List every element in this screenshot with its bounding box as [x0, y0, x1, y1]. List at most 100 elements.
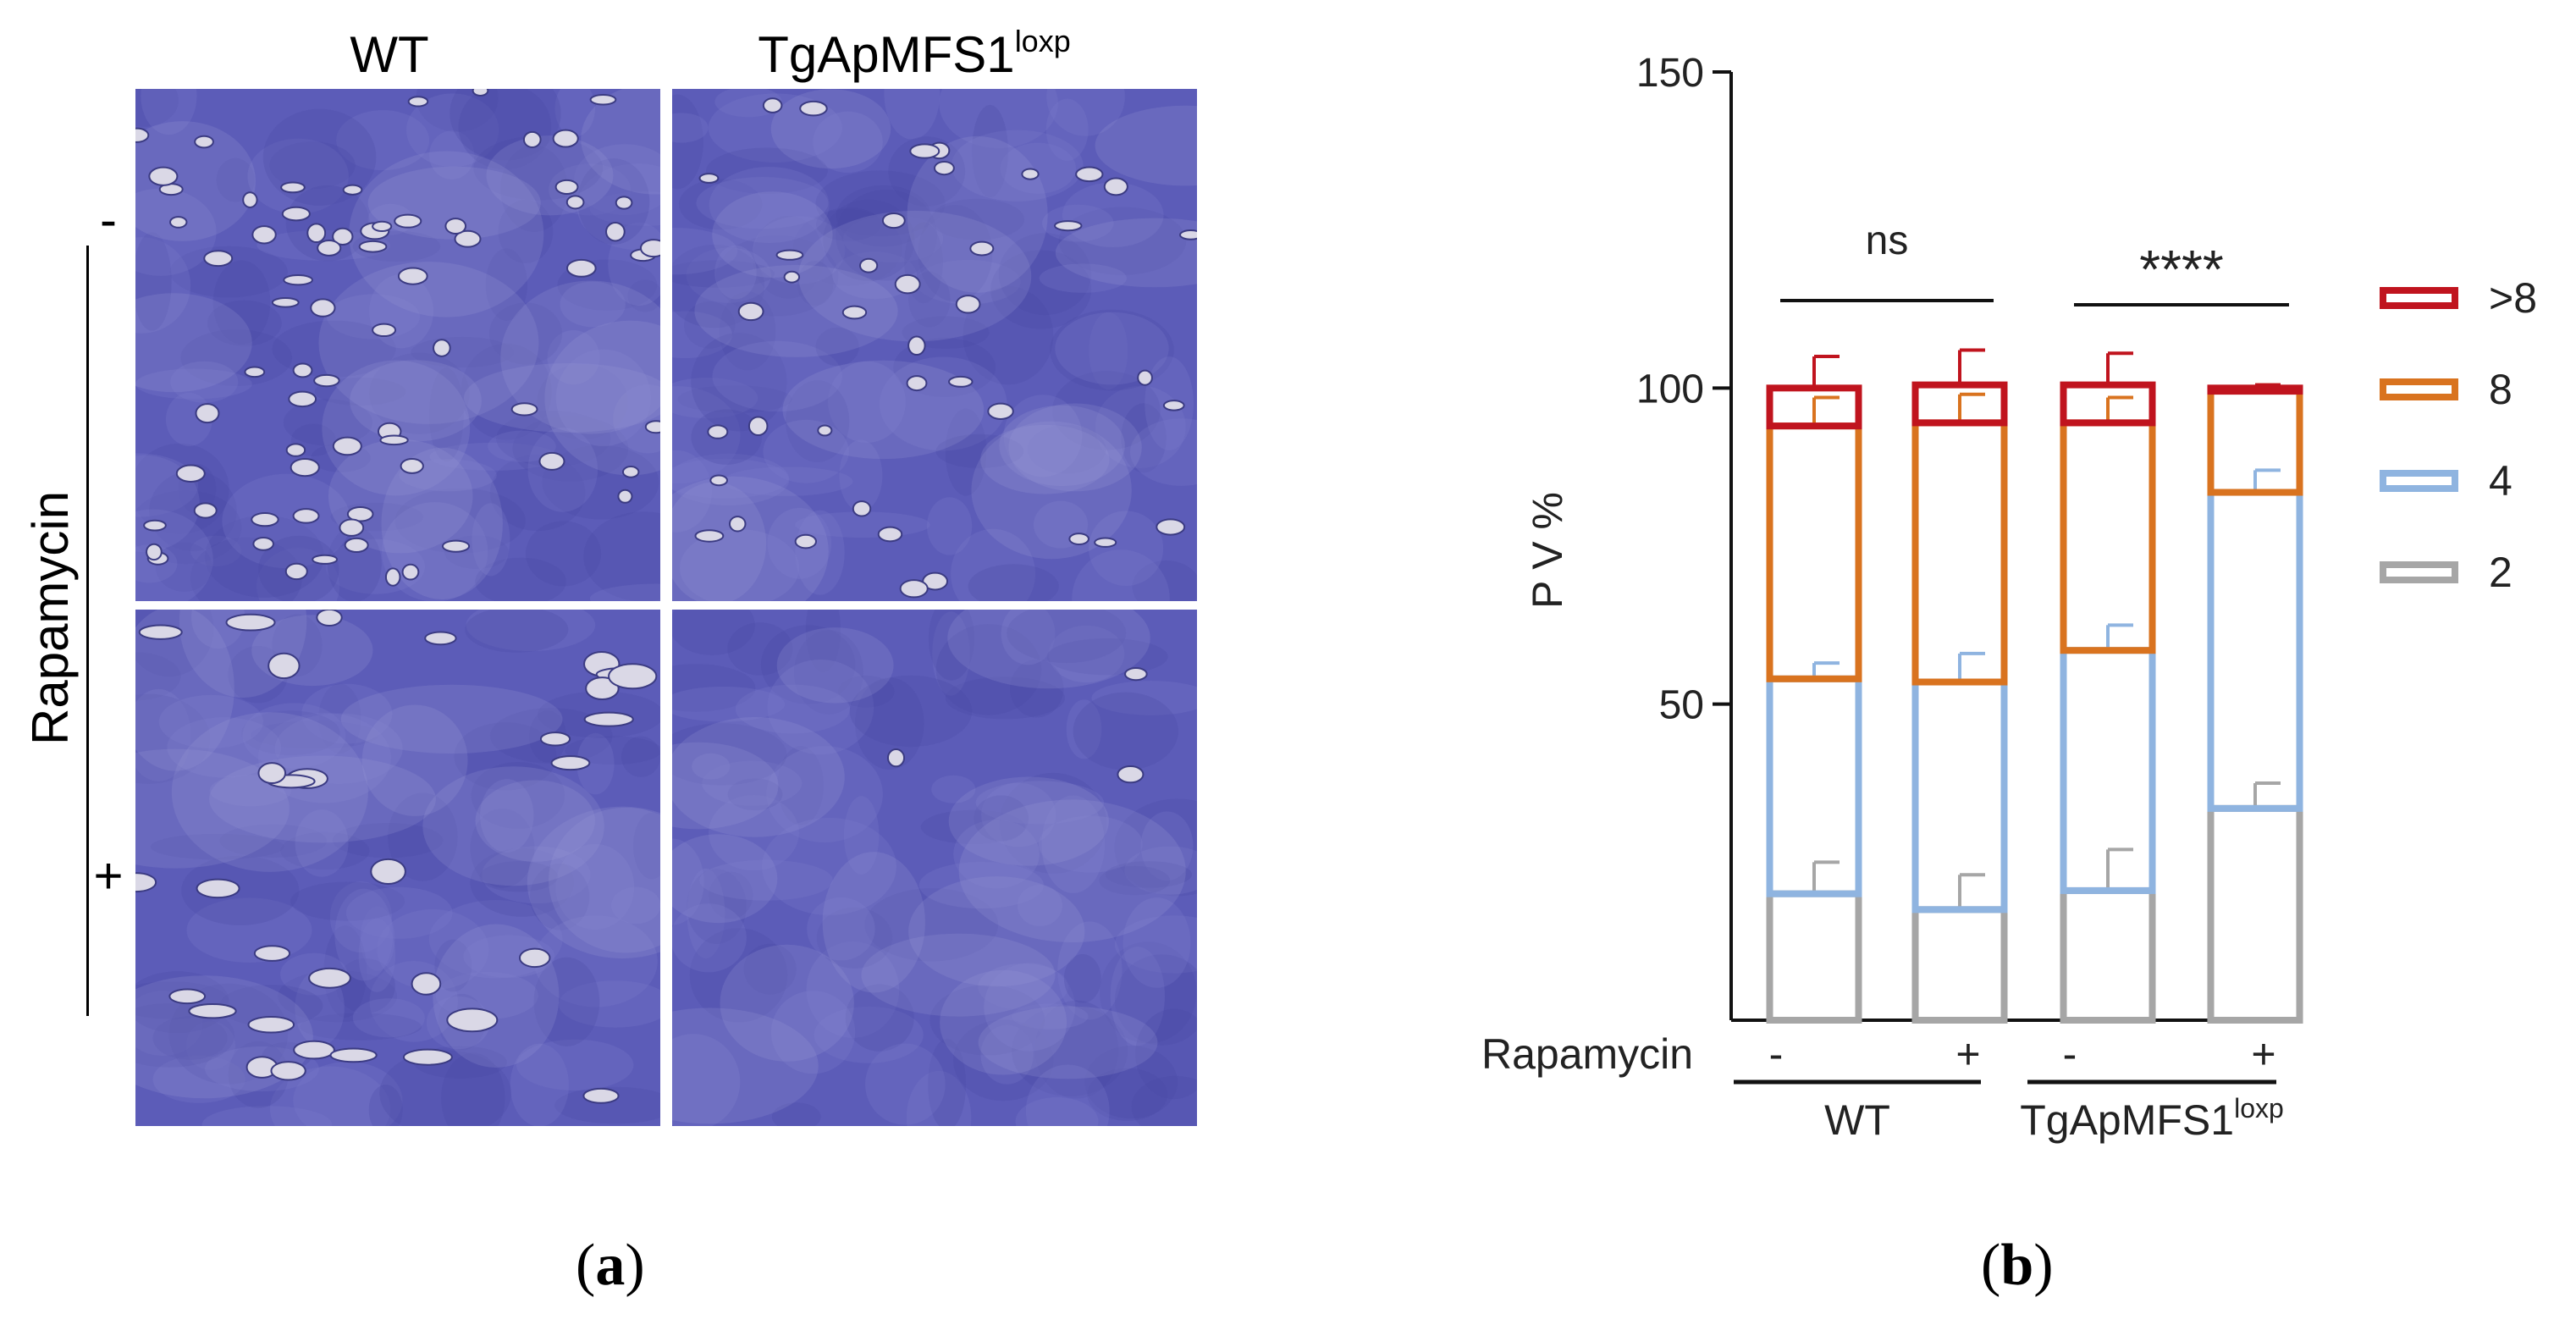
stain-texture [295, 969, 345, 1046]
stain-background [672, 89, 1197, 601]
stain-texture [692, 753, 731, 780]
stacked-bar-chart: 50 100 150 P V % ns **** >8 8 4 2 Rapamycin - + - +… [1481, 51, 2537, 1144]
stain-texture [951, 528, 1036, 601]
stain-texture [1001, 610, 1056, 665]
parasitophorous-vacuole [859, 257, 879, 273]
y-tick-label: 50 [1659, 683, 1704, 728]
stain-texture [838, 676, 895, 708]
stain-texture [247, 138, 349, 214]
stain-texture [1007, 610, 1127, 664]
stain-texture [190, 535, 242, 567]
stain-texture [274, 713, 403, 784]
stain-texture [672, 838, 704, 925]
stain-texture [326, 294, 421, 340]
stain-texture [1025, 1064, 1110, 1126]
stain-texture [727, 778, 783, 811]
stain-texture [295, 809, 349, 877]
parasitophorous-vacuole [339, 518, 365, 537]
stain-texture [212, 260, 271, 345]
stain-pale-region [720, 944, 854, 1062]
legend-swatch [2380, 378, 2458, 400]
parasitophorous-vacuole [270, 1061, 306, 1081]
stain-texture [679, 179, 763, 230]
stain-texture [480, 779, 534, 853]
parasitophorous-vacuole [1179, 229, 1197, 240]
stain-texture [935, 624, 1042, 715]
parasitophorous-vacuole [617, 489, 633, 504]
parasitophorous-vacuole [644, 420, 660, 434]
micrograph-tgapmfs1-untreated [672, 89, 1197, 601]
row-label-minus: - [100, 191, 117, 248]
stain-texture [1039, 263, 1127, 293]
stain-texture [155, 542, 212, 592]
stain-texture [935, 433, 1024, 468]
stain-texture [807, 897, 875, 961]
parasitophorous-vacuole [799, 100, 828, 117]
stain-texture [560, 281, 626, 328]
stain-texture [368, 1085, 403, 1126]
column-label-tgapmfs1: TgApMFS1loxp [758, 24, 1071, 83]
parasitophorous-vacuole [1137, 369, 1153, 386]
bar-segment-gt8-3 [2207, 384, 2303, 395]
stain-texture [555, 843, 635, 930]
stain-texture [262, 108, 377, 206]
stain-texture [565, 736, 660, 765]
stain-texture [672, 113, 709, 143]
x-group-label: WT [1824, 1096, 1890, 1144]
parasitophorous-vacuole [143, 519, 167, 532]
stain-texture [684, 301, 736, 349]
stain-pale-region [971, 421, 1132, 560]
stain-pale-region [776, 627, 894, 704]
stain-texture [1000, 142, 1076, 194]
stain-texture [485, 248, 527, 321]
stain-texture [1012, 1005, 1128, 1096]
stain-texture [466, 610, 596, 652]
parasitophorous-vacuole [552, 129, 579, 148]
parasitophorous-vacuole [747, 416, 769, 437]
bar-segment-8-1 [1911, 419, 2008, 686]
stain-texture [1066, 699, 1102, 759]
stain-pale-region [135, 748, 290, 869]
parasitophorous-vacuole [621, 466, 640, 478]
parasitophorous-vacuole [565, 258, 597, 278]
stain-texture [816, 907, 893, 969]
parasitophorous-vacuole [817, 424, 833, 437]
stain-texture [689, 928, 788, 1023]
stain-texture [1052, 371, 1161, 450]
stain-texture [953, 820, 1040, 889]
stain-texture [918, 861, 1045, 909]
parasitophorous-vacuole [1094, 537, 1117, 548]
parasitophorous-vacuole [886, 748, 906, 768]
stain-texture [1131, 1075, 1197, 1126]
stain-texture [633, 812, 660, 880]
stain-texture [1010, 660, 1064, 718]
stain-texture [836, 185, 931, 247]
stain-texture [672, 458, 789, 499]
stain-texture [1073, 692, 1178, 770]
stain-texture [920, 809, 1026, 844]
stain-texture [932, 611, 970, 696]
stain-texture [318, 683, 361, 754]
stain-pale-region [672, 1008, 819, 1124]
stain-pale-region [770, 89, 891, 169]
stain-pale-region [672, 482, 767, 601]
parasitophorous-vacuole [283, 274, 313, 286]
bar-segment-2-0 [1766, 890, 1862, 1024]
legend-label: 8 [2489, 366, 2513, 413]
parasitophorous-vacuole [1021, 168, 1040, 180]
chart-legend: >8 8 4 2 [2380, 274, 2537, 596]
stain-pale-region [135, 610, 234, 771]
stain-texture [1003, 395, 1083, 478]
stain-texture [915, 259, 1021, 305]
parasitophorous-vacuole [605, 222, 626, 242]
stain-texture [1072, 549, 1170, 601]
stain-pale-region [475, 780, 595, 862]
stain-texture [135, 652, 181, 701]
stain-texture [135, 232, 172, 331]
parasitophorous-vacuole [346, 505, 374, 522]
bar-segment-2-2 [2060, 886, 2156, 1024]
row-label-plus: + [93, 847, 124, 904]
stain-texture [1095, 385, 1186, 468]
stain-texture [471, 761, 565, 829]
significance-label: **** [2139, 239, 2224, 300]
